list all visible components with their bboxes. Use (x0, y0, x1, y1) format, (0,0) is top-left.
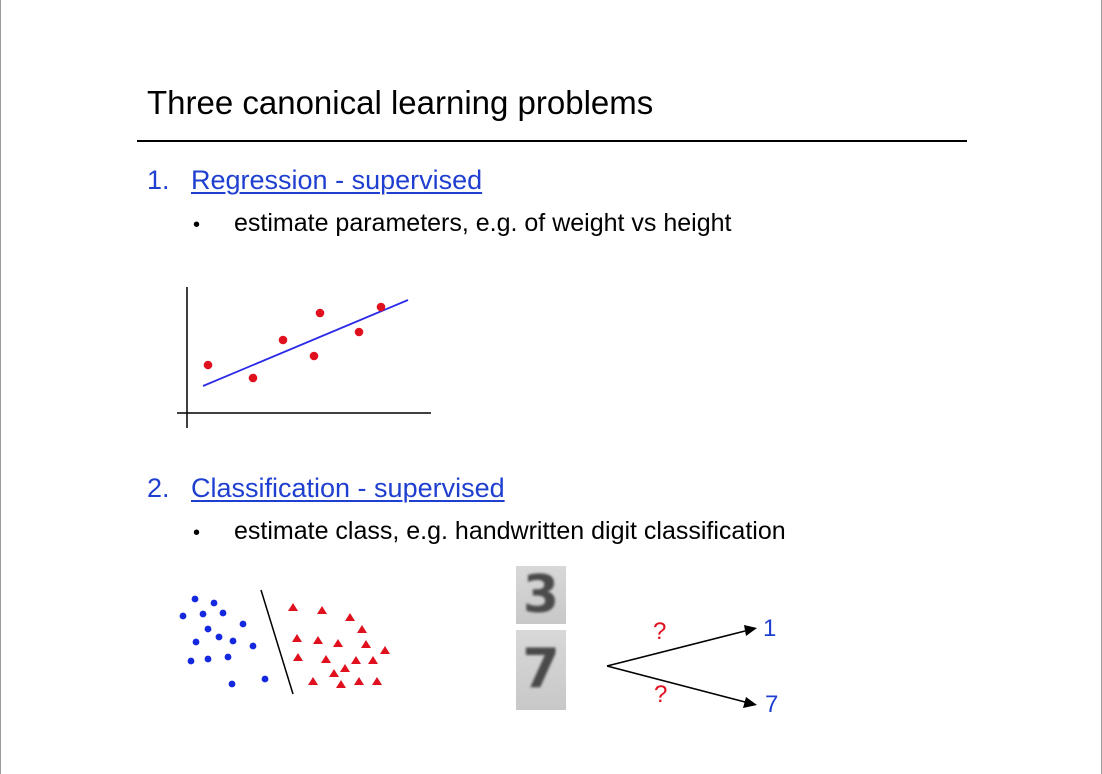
data-point (376, 302, 386, 312)
classification-scatter (179, 589, 390, 695)
red-point (293, 653, 303, 661)
red-point (292, 634, 302, 642)
bullet-text: estimate class, e.g. handwritten digit c… (234, 517, 786, 545)
blue-point (204, 655, 212, 663)
blue-class-points (179, 595, 269, 688)
red-point (336, 680, 346, 688)
regression-link[interactable]: Regression - supervised (191, 165, 483, 195)
blue-point (179, 612, 187, 620)
red-class-points (288, 603, 390, 688)
red-point (329, 669, 339, 677)
item-number: 1. (147, 165, 170, 195)
data-point (278, 335, 288, 345)
slide-title: Three canonical learning problems (147, 84, 654, 121)
digit-image-3: 3 (516, 566, 566, 624)
blue-point (228, 680, 236, 688)
blue-point (239, 620, 247, 628)
arrow-upper (606, 630, 746, 667)
red-point (345, 613, 355, 621)
blue-point (210, 599, 218, 607)
classifier-arrows (606, 625, 757, 708)
red-point (288, 603, 298, 611)
blue-point (215, 633, 223, 641)
blue-point (224, 653, 232, 661)
bullet-regression: • estimate parameters, e.g. of weight vs … (193, 209, 731, 238)
item-classification: 2. Classification - supervised (147, 473, 505, 504)
blue-point (192, 638, 200, 646)
bullet-text: estimate parameters, e.g. of weight vs h… (234, 209, 732, 237)
question-mark-upper: ? (653, 618, 667, 645)
data-point (315, 308, 325, 318)
output-label-7: 7 (765, 691, 779, 718)
data-point (309, 351, 319, 361)
blue-point (229, 637, 237, 645)
blue-point (187, 657, 195, 665)
red-point (357, 625, 367, 633)
red-point (340, 664, 350, 672)
red-point (372, 677, 382, 685)
blue-point (249, 642, 257, 650)
blue-point (261, 675, 269, 683)
digit-glyph: 7 (522, 637, 560, 700)
title-divider (137, 140, 967, 142)
output-label-1: 1 (763, 615, 777, 642)
red-point (380, 646, 390, 654)
data-point (248, 373, 258, 383)
arrowhead-upper (744, 625, 757, 636)
blue-point (204, 625, 212, 633)
red-point (354, 677, 364, 685)
bullet-dot: • (193, 522, 201, 544)
blue-point (191, 595, 199, 603)
digit-image-7: 7 (516, 630, 566, 710)
bullet-classification: • estimate class, e.g. handwritten digit … (193, 517, 786, 546)
blue-point (219, 609, 227, 617)
digit-glyph: 3 (522, 565, 560, 625)
regression-plot (177, 287, 431, 428)
item-number: 2. (147, 473, 170, 503)
classification-link[interactable]: Classification - supervised (191, 473, 505, 503)
decision-boundary (260, 589, 294, 695)
arrow-lower (606, 665, 746, 703)
regression-line (202, 299, 409, 387)
arrowhead-lower (743, 697, 757, 708)
red-point (351, 656, 361, 664)
red-point (317, 606, 327, 614)
item-regression: 1. Regression - supervised (147, 165, 482, 196)
red-point (361, 640, 371, 648)
blue-point (199, 610, 207, 618)
red-point (321, 655, 331, 663)
bullet-dot: • (193, 214, 201, 236)
data-point (203, 360, 213, 370)
red-point (368, 656, 378, 664)
red-point (308, 677, 318, 685)
red-point (313, 636, 323, 644)
red-point (333, 639, 343, 647)
question-mark-lower: ? (654, 681, 668, 708)
data-point (354, 327, 364, 337)
regression-points (203, 302, 386, 383)
